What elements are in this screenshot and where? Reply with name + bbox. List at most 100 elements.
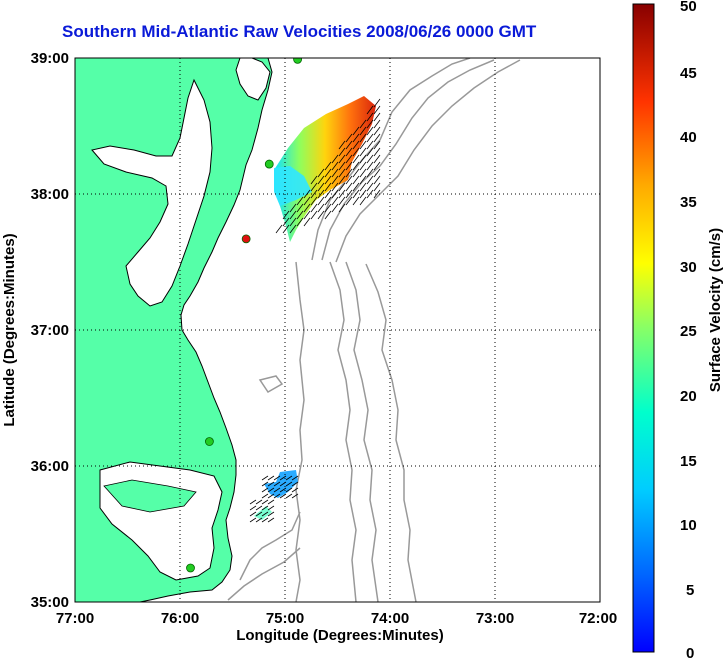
velocity-arrow (261, 493, 269, 499)
velocity-arrow (338, 182, 346, 192)
velocity-arrow (331, 168, 339, 178)
velocity-arrow (279, 487, 287, 493)
radar-site-marker (186, 563, 195, 573)
velocity-arrow (366, 133, 374, 143)
velocity-arrow (345, 175, 353, 185)
velocity-arrow (359, 168, 367, 178)
radar-site-marker (293, 58, 302, 64)
velocity-arrow (352, 168, 360, 178)
velocity-arrow (267, 499, 275, 505)
velocity-arrow (303, 210, 311, 220)
velocity-arrow (345, 133, 353, 143)
colorbar-tick-label: 10 (680, 517, 697, 534)
velocity-arrow (359, 119, 367, 129)
velocity-arrow (352, 196, 360, 206)
velocity-arrow (282, 210, 290, 220)
velocity-arrow (317, 189, 325, 199)
velocity-arrow (373, 147, 381, 157)
velocity-arrow (366, 182, 374, 192)
x-tick-label: 73:00 (476, 610, 514, 627)
y-tick-label: 39:00 (31, 50, 69, 67)
velocity-arrow (352, 140, 360, 150)
velocity-arrow (285, 493, 293, 499)
radar-site-marker (264, 159, 274, 169)
velocity-arrow (261, 481, 269, 487)
velocity-arrow (331, 175, 339, 185)
colorbar-tick-label: 30 (680, 259, 697, 276)
velocity-arrow (331, 203, 339, 213)
y-tick-label: 37:00 (31, 322, 69, 339)
y-ticks: 39:00 38:00 37:00 36:00 35:00 (31, 50, 69, 611)
velocity-arrow (373, 126, 381, 136)
x-ticks: 77:00 76:00 75:00 74:00 73:00 72:00 (56, 610, 617, 627)
velocity-field-south-tail (254, 506, 272, 520)
velocity-arrow (267, 511, 275, 517)
velocity-arrow (273, 475, 281, 481)
velocity-arrow (261, 517, 269, 523)
colorbar-tick-label: 25 (680, 323, 697, 340)
velocity-arrow (338, 203, 346, 213)
y-tick-label: 36:00 (31, 458, 69, 475)
velocity-arrow (255, 499, 263, 505)
sound-land (103, 479, 197, 513)
velocity-arrow (352, 154, 360, 164)
y-axis-label: Latitude (Degrees:Minutes) (1, 233, 18, 426)
velocity-arrow (267, 493, 275, 499)
velocity-arrow (373, 154, 381, 164)
velocity-arrow (267, 517, 275, 523)
velocity-arrow (261, 511, 269, 517)
velocity-arrow (366, 168, 374, 178)
velocity-arrow (310, 182, 318, 192)
velocity-arrow (303, 217, 311, 227)
velocity-arrow (373, 140, 381, 150)
velocity-arrow (324, 203, 332, 213)
velocity-arrow (324, 210, 332, 220)
colorbar (632, 3, 655, 653)
velocity-arrow (345, 168, 353, 178)
velocity-arrow (373, 112, 381, 122)
velocity-arrow (310, 210, 318, 220)
velocity-arrow (331, 161, 339, 171)
velocity-arrow (338, 175, 346, 185)
colorbar-tick-label: 20 (680, 388, 697, 405)
y-tick-label: 35:00 (31, 594, 69, 611)
velocity-arrow (366, 140, 374, 150)
velocity-arrow (296, 203, 304, 213)
velocity-arrow (296, 196, 304, 206)
velocity-arrow (273, 487, 281, 493)
velocity-arrow (273, 493, 281, 499)
velocity-arrow (338, 196, 346, 206)
velocity-arrow (324, 161, 332, 171)
velocity-arrow (310, 189, 318, 199)
velocity-arrow (352, 175, 360, 185)
velocity-arrow (289, 224, 297, 234)
velocity-arrow (285, 481, 293, 487)
velocity-arrow (303, 196, 311, 206)
colorbar-tick-label: 45 (680, 65, 697, 82)
velocity-arrow (267, 481, 275, 487)
velocity-arrow (303, 203, 311, 213)
bathymetry-contours (227, 58, 521, 602)
velocity-arrow (291, 481, 299, 487)
velocity-arrow (331, 182, 339, 192)
velocity-arrow (366, 126, 374, 136)
velocity-arrow (285, 475, 293, 481)
velocity-arrow (324, 182, 332, 192)
velocity-arrow (345, 182, 353, 192)
chesapeake-bay (91, 78, 213, 307)
velocity-arrow (317, 182, 325, 192)
velocity-arrow (324, 168, 332, 178)
velocity-arrow (373, 98, 381, 108)
velocity-arrow (373, 133, 381, 143)
velocity-arrow (373, 105, 381, 115)
grid-lines (75, 58, 600, 602)
velocity-arrow (359, 161, 367, 171)
velocity-arrow (373, 168, 381, 178)
velocity-arrow (352, 182, 360, 192)
velocity-arrow (359, 133, 367, 143)
velocity-arrow (267, 475, 275, 481)
radar-site-marker (241, 234, 251, 244)
colorbar-label: Surface Velocity (cm/s) (707, 228, 724, 392)
velocity-arrow (291, 493, 299, 499)
velocity-arrow (359, 126, 367, 136)
